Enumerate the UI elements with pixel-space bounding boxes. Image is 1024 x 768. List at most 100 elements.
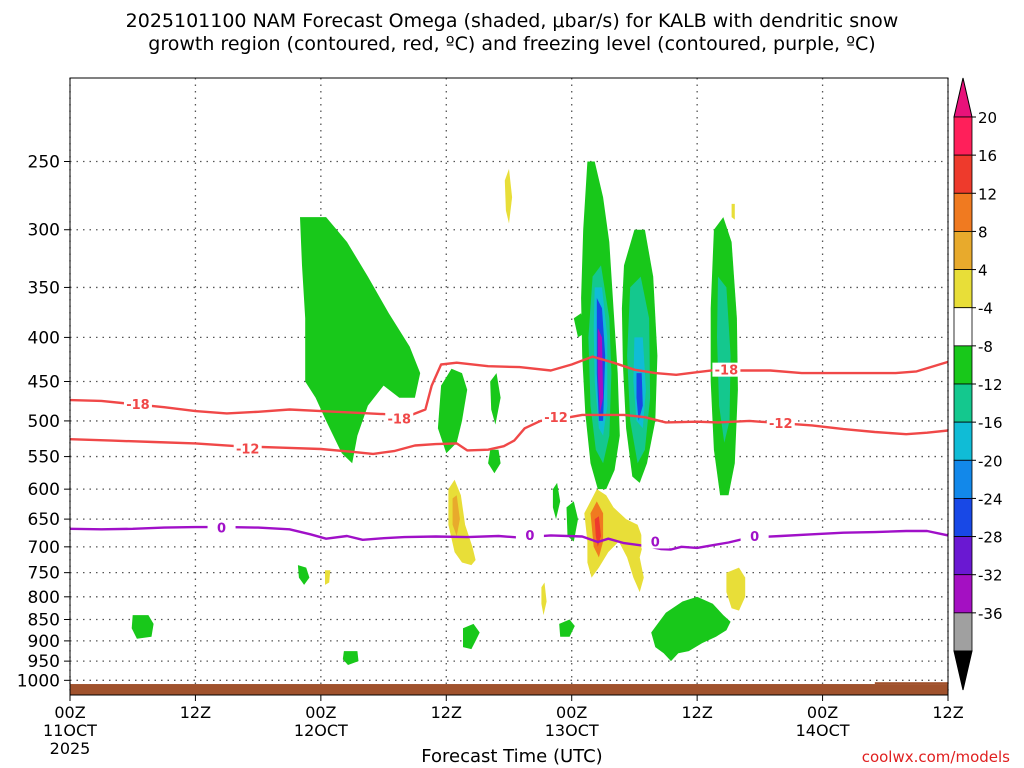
- colorbar-swatch: [953, 612, 973, 652]
- colorbar: 20 16 12 8 4 -4 -8 -12 -16 -20 -24 -28 -32 -36: [953, 77, 1003, 691]
- ground-band: [70, 684, 948, 695]
- x-tick-label: 12Z: [681, 703, 712, 722]
- y-tick-label: 700: [28, 538, 60, 558]
- contour-label-bg: [385, 411, 414, 426]
- colorbar-swatch: [953, 536, 973, 576]
- colorbar-swatch: [953, 116, 973, 156]
- contour-label: -18: [715, 364, 739, 379]
- x-tick-label: 00Z: [556, 703, 587, 722]
- x-tick-label: 12Z: [431, 703, 462, 722]
- colorbar-swatch: [953, 269, 973, 309]
- contour-line: [70, 355, 948, 417]
- omega-region: [594, 516, 601, 547]
- y-tick-label: 1000: [17, 671, 60, 691]
- contour-labels: -18 -18 -18 -12 -12 -12 0 0 0 0: [123, 362, 795, 550]
- contour-line: [70, 413, 948, 456]
- contour-label-bg: [207, 520, 236, 535]
- colorbar-label: 20: [978, 109, 997, 127]
- omega-region: [566, 501, 578, 542]
- colorbar-swatch: [953, 383, 973, 423]
- colorbar-swatch: [953, 421, 973, 461]
- x-tick-year: 2025: [50, 739, 91, 758]
- colorbar-label: 8: [978, 223, 988, 241]
- contour-label: -12: [769, 417, 793, 432]
- contour-label: 0: [750, 530, 759, 545]
- omega-region: [552, 482, 561, 520]
- contour-label-bg: [233, 441, 262, 456]
- colorbar-swatch: [953, 154, 973, 194]
- colorbar-swatch: [953, 498, 973, 537]
- x-tick-label: 12Z: [932, 703, 963, 722]
- y-tick-label: 900: [28, 632, 60, 652]
- omega-region: [651, 596, 731, 662]
- credit-link[interactable]: coolwx.com/models: [861, 748, 1010, 766]
- y-tick-label: 750: [28, 564, 60, 584]
- contour-label: -18: [388, 413, 412, 428]
- contour-label: 0: [217, 522, 226, 537]
- contour-label-bg: [641, 534, 670, 549]
- x-tick-label: 00Z: [807, 703, 838, 722]
- contour-label: 0: [525, 529, 534, 544]
- colorbar-label: -16: [978, 414, 1003, 432]
- y-tick-label: 450: [28, 372, 60, 392]
- omega-region: [559, 619, 575, 637]
- chart-title-line1: 2025101100 NAM Forecast Omega (shaded, μ…: [125, 10, 899, 32]
- colorbar-swatch: [953, 345, 973, 385]
- contour-line: [70, 525, 948, 551]
- colorbar-label: 4: [978, 262, 988, 280]
- y-tick-label: 650: [28, 510, 60, 530]
- contour-label-bg: [766, 416, 795, 431]
- colorbar-label: -8: [978, 338, 993, 356]
- y-tick-label: 350: [28, 278, 60, 298]
- contour-label-bg: [542, 410, 571, 425]
- colorbar-label: -20: [978, 452, 1003, 470]
- colorbar-label: 12: [978, 185, 997, 203]
- x-tick-date: 13OCT: [545, 721, 599, 740]
- x-tick-label: 00Z: [54, 703, 85, 722]
- omega-region: [731, 203, 735, 220]
- omega-region: [541, 582, 547, 616]
- omega-region: [636, 373, 643, 421]
- y-tick-label: 500: [28, 412, 60, 432]
- omega-region: [452, 495, 460, 536]
- omega-region: [726, 567, 746, 611]
- colorbar-label: -32: [978, 567, 1003, 585]
- colorbar-label: -12: [978, 376, 1003, 394]
- contour-label: 0: [651, 535, 660, 550]
- omega-region: [448, 479, 476, 566]
- colorbar-top-arrow: [953, 77, 973, 118]
- x-tick-date: 14OCT: [796, 721, 850, 740]
- colorbar-swatch: [953, 574, 973, 614]
- x-tick-date: 12OCT: [294, 721, 348, 740]
- contour-lines: [70, 355, 948, 551]
- omega-region: [131, 615, 154, 639]
- contour-label-bg: [740, 528, 769, 543]
- colorbar-label: -4: [978, 300, 993, 318]
- ground-bump: [874, 682, 948, 685]
- colorbar-swatch: [953, 231, 973, 270]
- x-axis-title: Forecast Time (UTC): [421, 746, 603, 767]
- y-tick-label: 300: [28, 221, 60, 241]
- omega-region: [437, 368, 468, 454]
- y-tick-label: 550: [28, 448, 60, 468]
- omega-region: [300, 217, 421, 464]
- colorbar-bottom-arrow: [953, 650, 973, 691]
- y-tick-label: 800: [28, 588, 60, 608]
- omega-region: [597, 327, 604, 414]
- colorbar-swatch: [953, 459, 973, 499]
- chart-title-line2: growth region (contoured, red, ºC) and f…: [148, 33, 876, 55]
- y-tick-label: 850: [28, 611, 60, 631]
- colorbar-label: -24: [978, 490, 1003, 508]
- omega-region: [488, 449, 501, 474]
- y-tick-label: 950: [28, 652, 60, 672]
- omega-region: [325, 570, 331, 585]
- colorbar-swatch: [953, 192, 973, 232]
- x-tick-date: 11OCT: [43, 721, 97, 740]
- contour-label: -18: [126, 398, 150, 413]
- omega-region: [490, 373, 501, 425]
- omega-region: [342, 651, 359, 665]
- x-tick-label: 12Z: [180, 703, 211, 722]
- plot-frame: [69, 77, 949, 696]
